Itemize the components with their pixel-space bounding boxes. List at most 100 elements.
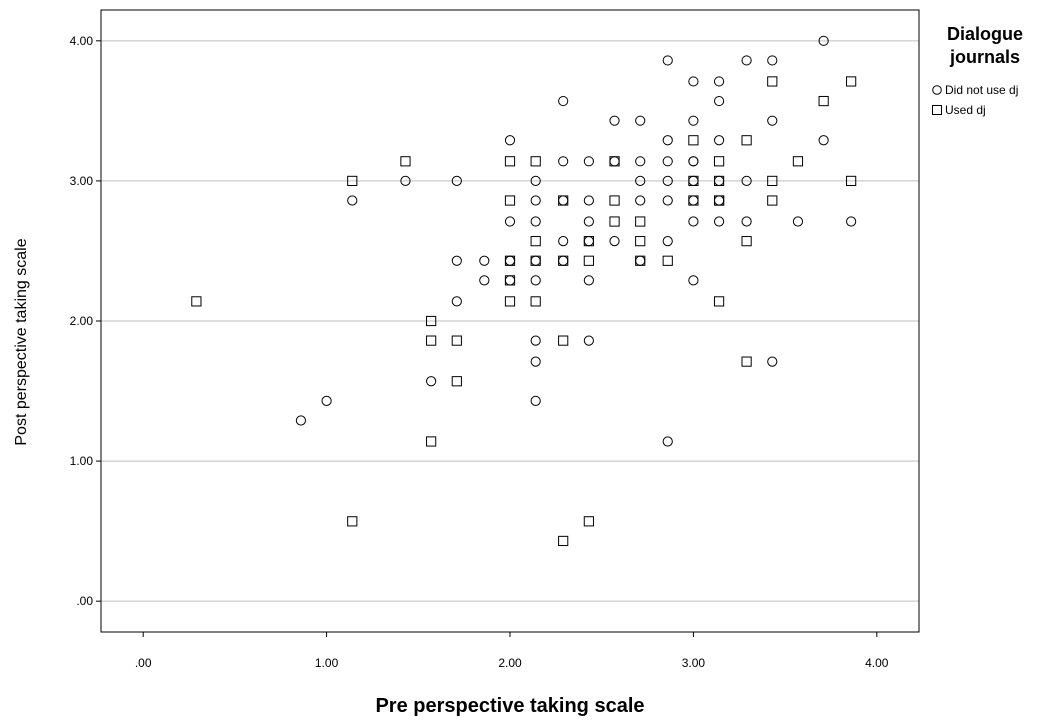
point-used-dj (767, 195, 778, 206)
legend-marker-circle (932, 85, 942, 95)
point-used-dj (426, 315, 437, 327)
legend-background (920, 10, 1048, 140)
point-did-not-use-dj (662, 156, 673, 167)
point-did-not-use-dj (583, 156, 594, 167)
point-did-not-use-dj (558, 95, 569, 107)
point-did-not-use-dj (635, 115, 646, 126)
point-used-dj (347, 516, 358, 527)
legend-label-did-not-use: Did not use dj (945, 83, 1018, 97)
point-used-dj (504, 255, 516, 266)
point-did-not-use-dj (818, 35, 829, 46)
legend-title-line2: journals (949, 47, 1020, 67)
point-did-not-use-dj (426, 376, 437, 387)
point-used-dj (583, 255, 594, 266)
point-did-not-use-dj (295, 415, 307, 426)
point-did-not-use-dj (504, 216, 516, 227)
point-did-not-use-dj (504, 275, 516, 286)
y-tick-label: 1.00 (70, 454, 94, 468)
point-used-dj (818, 95, 829, 107)
point-did-not-use-dj (583, 275, 594, 286)
point-did-not-use-dj (792, 216, 804, 227)
point-did-not-use-dj (558, 255, 569, 266)
point-used-dj (451, 376, 462, 387)
point-did-not-use-dj (479, 255, 490, 266)
point-used-dj (635, 255, 646, 266)
point-used-dj (558, 535, 569, 547)
point-used-dj (609, 195, 620, 206)
point-used-dj (635, 236, 646, 247)
point-used-dj (846, 175, 857, 187)
x-tick-label: 4.00 (865, 656, 889, 670)
legend: Dialogue journals Did not use dj Used dj (920, 10, 1048, 140)
point-used-dj (741, 135, 752, 146)
point-did-not-use-dj (347, 195, 358, 206)
point-used-dj (558, 195, 569, 206)
point-used-dj (504, 156, 516, 167)
point-did-not-use-dj (504, 255, 516, 266)
point-used-dj (713, 156, 725, 167)
point-did-not-use-dj (713, 95, 725, 107)
point-did-not-use-dj (530, 216, 541, 227)
point-used-dj (583, 236, 594, 247)
point-used-dj (741, 356, 752, 367)
point-did-not-use-dj (635, 175, 646, 187)
point-did-not-use-dj (662, 55, 673, 66)
point-used-dj (713, 296, 725, 307)
point-used-dj (426, 436, 437, 447)
point-did-not-use-dj (818, 135, 829, 146)
point-used-dj (767, 175, 778, 187)
point-did-not-use-dj (688, 195, 699, 206)
legend-label-used: Used dj (945, 103, 986, 117)
point-did-not-use-dj (451, 296, 462, 307)
point-used-dj (846, 76, 857, 87)
point-used-dj (688, 135, 699, 146)
points-layer (191, 35, 857, 547)
point-did-not-use-dj (713, 195, 725, 206)
point-used-dj (504, 195, 516, 206)
point-did-not-use-dj (713, 135, 725, 146)
point-used-dj (609, 216, 620, 227)
point-did-not-use-dj (635, 255, 646, 266)
y-tick-label: 3.00 (70, 174, 94, 188)
point-used-dj (558, 255, 569, 266)
point-did-not-use-dj (767, 356, 778, 367)
x-axis-title: Pre perspective taking scale (375, 695, 644, 717)
point-used-dj (662, 255, 673, 266)
point-did-not-use-dj (451, 175, 462, 187)
point-did-not-use-dj (558, 156, 569, 167)
point-used-dj (400, 156, 411, 167)
point-did-not-use-dj (609, 115, 620, 126)
point-did-not-use-dj (713, 216, 725, 227)
y-tick-label: 2.00 (70, 314, 94, 328)
x-axis-ticks: .00 1.00 2.00 3.00 4.00 (135, 632, 889, 670)
point-did-not-use-dj (583, 236, 594, 247)
y-tick-label: .00 (76, 594, 93, 608)
point-used-dj (688, 175, 699, 187)
point-did-not-use-dj (635, 195, 646, 206)
x-tick-label: 1.00 (315, 656, 339, 670)
point-did-not-use-dj (688, 156, 699, 167)
point-did-not-use-dj (530, 195, 541, 206)
point-used-dj (558, 335, 569, 346)
point-did-not-use-dj (662, 436, 673, 447)
point-used-dj (767, 76, 778, 87)
point-did-not-use-dj (530, 395, 541, 406)
point-did-not-use-dj (662, 175, 673, 187)
point-did-not-use-dj (530, 175, 541, 187)
point-used-dj (530, 156, 541, 167)
point-did-not-use-dj (741, 55, 752, 66)
point-used-dj (583, 516, 594, 527)
point-used-dj (741, 236, 752, 247)
point-did-not-use-dj (530, 335, 541, 346)
point-used-dj (530, 236, 541, 247)
point-did-not-use-dj (662, 236, 673, 247)
x-tick-label: .00 (135, 656, 152, 670)
point-used-dj (792, 156, 804, 167)
point-did-not-use-dj (767, 55, 778, 66)
point-used-dj (530, 296, 541, 307)
point-did-not-use-dj (400, 175, 411, 187)
point-used-dj (191, 296, 202, 307)
point-used-dj (426, 335, 437, 346)
